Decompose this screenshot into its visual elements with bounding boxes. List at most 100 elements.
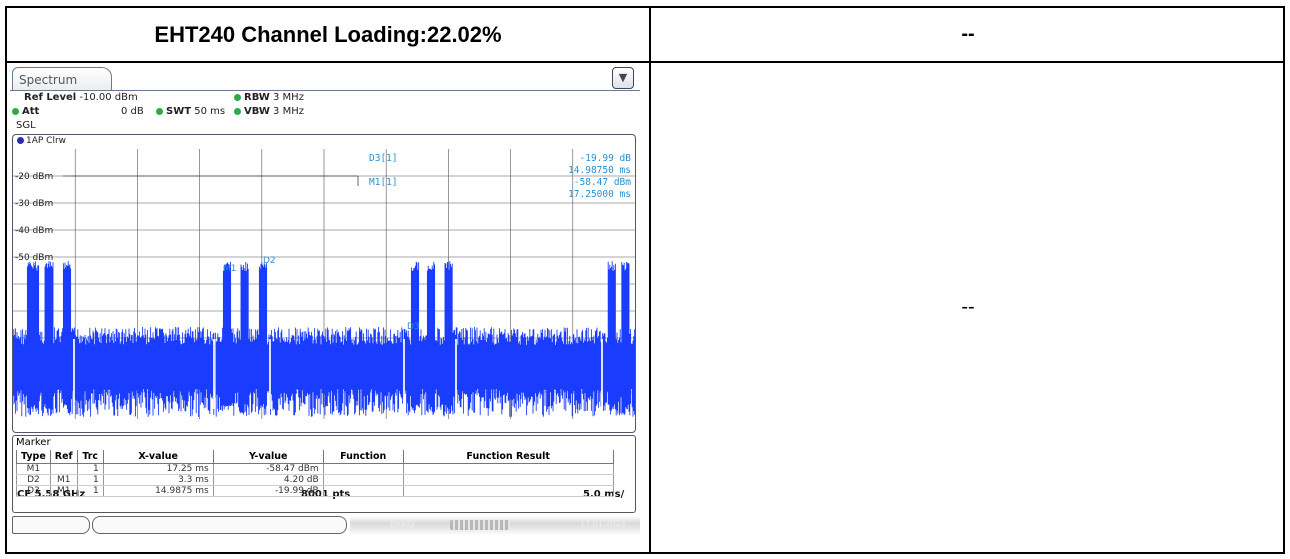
m1-label: M1[1]	[369, 177, 398, 188]
d3-marker-flag: D3	[407, 322, 420, 332]
status-bar: Ready 17.01.2024	[10, 514, 640, 536]
ref-level-value: -10.00 dBm	[79, 92, 138, 103]
right-header-cell: --	[961, 23, 975, 45]
marker-cell: 3.3 ms	[102, 474, 214, 486]
marker-table: Type Ref Trc X-value Y-value Function Function…	[16, 450, 614, 497]
trace-gap	[403, 339, 405, 409]
marker-flags: M1 D2 D3	[223, 256, 420, 332]
ref-level-readout: Ref Level -10.00 dBm	[24, 92, 138, 103]
rbw-status-dot	[234, 93, 241, 101]
table-column-divider	[649, 8, 651, 552]
rbw-readout: RBW 3 MHz	[234, 92, 304, 103]
marker-table-panel: Marker Type Ref Trc X-value Y-value Function F…	[12, 435, 636, 513]
marker-col-header: Type	[16, 450, 51, 464]
tab-spectrum[interactable]: Spectrum	[12, 67, 112, 91]
marker-cell: -19.99 dB	[212, 485, 324, 497]
marker-cell: 1	[76, 463, 104, 475]
marker-col-header: Function Result	[402, 450, 614, 464]
marker-col-header: Trc	[76, 450, 104, 464]
vbw-value: 3 MHz	[273, 106, 304, 117]
marker-cell: 4.20 dB	[212, 474, 324, 486]
sweep-mode: SGL	[16, 120, 36, 131]
y-axis-ticks: -20 dBm -30 dBm -40 dBm -50 dBm	[15, 172, 53, 263]
marker-col-header: Ref	[49, 450, 78, 464]
att-status-dot	[12, 107, 19, 115]
att-value: 0 dB	[121, 106, 144, 117]
marker-cell: -58.47 dBm	[212, 463, 324, 475]
y-tick-label: -40 dBm	[15, 226, 53, 236]
trace-dot-icon	[17, 137, 24, 144]
m1-marker-flag: M1	[223, 264, 237, 274]
marker-col-header: X-value	[102, 450, 214, 464]
trace-label: 1AP Clrw	[17, 136, 66, 146]
marker-table-row: M1 1 17.25 ms -58.47 dBm	[16, 463, 614, 475]
trace-gap	[213, 339, 216, 409]
marker-cell	[322, 463, 404, 475]
swt-value: 50 ms	[194, 106, 226, 117]
marker-cell: 1	[76, 474, 104, 486]
trace-path	[13, 261, 635, 417]
marker-cell	[402, 485, 614, 497]
vbw-status-dot	[234, 107, 241, 115]
marker-table-header: Type Ref Trc X-value Y-value Function Function…	[16, 450, 614, 464]
marker-readout: D3[1] -19.99 dB 14.98750 ms M1[1] -58.47…	[369, 153, 631, 200]
marker-cell: M1	[49, 474, 78, 486]
marker-table-row: D3 M1 1 14.9875 ms -19.99 dB	[16, 485, 614, 497]
rbw-label: RBW	[244, 92, 270, 103]
swt-status-dot	[156, 107, 163, 115]
marker-col-header: Function	[322, 450, 404, 464]
status-ready: Ready	[390, 519, 415, 528]
power-trace	[13, 261, 635, 417]
marker-cell: 14.9875 ms	[102, 485, 214, 497]
spectrum-analyzer-screenshot: Spectrum ▼ Ref Level -10.00 dBm RBW 3 MH…	[10, 65, 640, 547]
rbw-value: 3 MHz	[273, 92, 304, 103]
trace-gap	[455, 339, 457, 409]
marker-col-header: Y-value	[212, 450, 324, 464]
m1-time: 17.25000 ms	[568, 189, 631, 200]
status-field-2[interactable]	[92, 516, 347, 534]
marker-cell: M1	[16, 463, 51, 475]
table-row-divider	[7, 61, 1283, 63]
marker-cell: 17.25 ms	[102, 463, 214, 475]
plot-grid	[13, 149, 635, 419]
trace-gap	[73, 339, 75, 409]
y-tick-label: -50 dBm	[15, 253, 53, 263]
marker-cell: D3	[16, 485, 51, 497]
marker-cell: M1	[49, 485, 78, 497]
marker-cell: 1	[76, 485, 104, 497]
status-field-1[interactable]	[12, 516, 90, 534]
results-table: EHT240 Channel Loading:22.02% -- --	[5, 6, 1285, 554]
status-date: 17.01.2024	[580, 519, 626, 528]
status-indicators: Ready 17.01.2024	[350, 516, 640, 534]
marker-cell	[402, 463, 614, 475]
vbw-readout: VBW 3 MHz	[234, 106, 304, 117]
channel-loading-title: EHT240 Channel Loading:22.02%	[154, 21, 502, 47]
trace-gap	[601, 339, 603, 409]
marker-cell	[49, 463, 78, 475]
right-content-cell: --	[961, 296, 975, 318]
tab-underline	[10, 90, 640, 91]
swt-readout: SWT 50 ms	[156, 106, 225, 117]
marker-cell	[322, 474, 404, 486]
ref-level-label: Ref Level	[24, 92, 77, 103]
marker-cell	[322, 485, 404, 497]
marker-table-title: Marker	[16, 437, 51, 448]
time-domain-plot[interactable]: -20 dBm -30 dBm -40 dBm -50 dBm D3[1] -19.9…	[13, 149, 635, 419]
att-readout: Att	[12, 106, 39, 117]
marker-cell: D2	[16, 474, 51, 486]
settings-icon[interactable]: ▼	[612, 67, 634, 89]
trace-window: 1AP Clrw -20 dBm -30 dBm -40 dBm -50 dBm D3…	[12, 134, 636, 500]
marker-cell	[402, 474, 614, 486]
m1-value: -58.47 dBm	[574, 177, 631, 188]
att-label: Att	[22, 106, 40, 117]
progress-bar-icon	[450, 520, 510, 530]
trace-gap	[269, 339, 271, 409]
y-tick-label: -20 dBm	[15, 172, 53, 182]
d3-label: D3[1]	[369, 153, 398, 164]
d2-marker-flag: D2	[263, 256, 276, 266]
marker-table-row: D2 M1 1 3.3 ms 4.20 dB	[16, 474, 614, 486]
vbw-label: VBW	[244, 106, 270, 117]
swt-label: SWT	[166, 106, 192, 117]
y-tick-label: -30 dBm	[15, 199, 53, 209]
d3-time: 14.98750 ms	[568, 165, 631, 176]
